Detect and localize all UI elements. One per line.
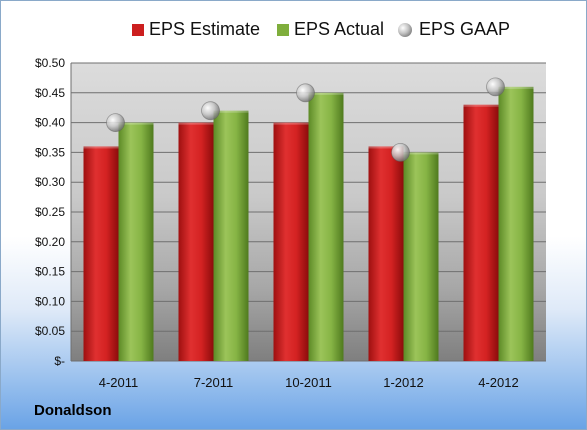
legend-label-eps-actual: EPS Actual (294, 19, 385, 39)
bar-top-highlight (83, 146, 119, 149)
bar-eps-estimate (463, 104, 499, 361)
bar-top-highlight (273, 122, 309, 125)
bar-eps-actual (403, 152, 439, 361)
x-axis-ticks: 4-2011 7-2011 10-2011 1-2012 4-2012 (99, 375, 519, 390)
y-tick-label: $0.20 (35, 235, 65, 249)
gaap-markers (106, 77, 505, 162)
chart-legend: EPS Estimate EPS Actual EPS GAAP (1, 17, 586, 41)
x-tick-label: 4-2011 (99, 375, 139, 390)
bar-eps-actual (498, 86, 534, 361)
bar-top-highlight (308, 92, 344, 95)
bar-top-highlight (498, 86, 534, 89)
bar-eps-estimate (178, 122, 214, 361)
y-tick-label: $0.05 (35, 324, 65, 338)
y-tick-label: $0.45 (35, 86, 65, 100)
y-axis-ticks: $- $0.05 $0.10 $0.15 $0.20 $0.25 $0.30 $0.35 $0.… (35, 56, 65, 368)
y-tick-label: $0.35 (35, 145, 65, 159)
bar-eps-actual (118, 122, 154, 361)
bar-top-highlight (178, 122, 214, 125)
company-name: Donaldson (34, 402, 112, 419)
bar-eps-estimate (83, 146, 119, 361)
bar-eps-estimate (368, 146, 404, 361)
x-tick-label: 1-2012 (383, 375, 423, 390)
y-tick-label: $- (54, 354, 65, 368)
marker-eps-gaap (296, 83, 315, 103)
bar-eps-estimate (273, 122, 309, 361)
bar-eps-actual (213, 110, 249, 362)
x-tick-label: 7-2011 (194, 375, 234, 390)
legend-label-eps-gaap: EPS GAAP (419, 19, 511, 39)
x-tick-label: 10-2011 (285, 375, 332, 390)
bar-top-highlight (463, 104, 499, 107)
y-tick-label: $0.50 (35, 56, 65, 70)
bars (83, 86, 534, 362)
marker-eps-gaap (106, 113, 125, 132)
legend-swatch-eps-gaap (398, 23, 412, 37)
y-tick-label: $0.15 (35, 265, 65, 279)
bar-top-highlight (213, 110, 249, 113)
legend-swatch-eps-actual (277, 24, 289, 36)
bar-eps-actual (308, 92, 344, 362)
legend-label-eps-estimate: EPS Estimate (149, 19, 261, 39)
y-tick-label: $0.25 (35, 205, 65, 219)
marker-eps-gaap (391, 142, 410, 162)
marker-eps-gaap (486, 77, 505, 97)
bar-top-highlight (403, 152, 439, 155)
y-tick-label: $0.10 (35, 294, 65, 308)
y-tick-label: $0.40 (35, 116, 65, 130)
legend-swatch-eps-estimate (132, 24, 144, 36)
bar-top-highlight (368, 146, 404, 149)
marker-eps-gaap (201, 101, 220, 121)
x-tick-label: 4-2012 (478, 375, 518, 390)
y-tick-label: $0.30 (35, 175, 65, 189)
bar-top-highlight (118, 122, 154, 125)
